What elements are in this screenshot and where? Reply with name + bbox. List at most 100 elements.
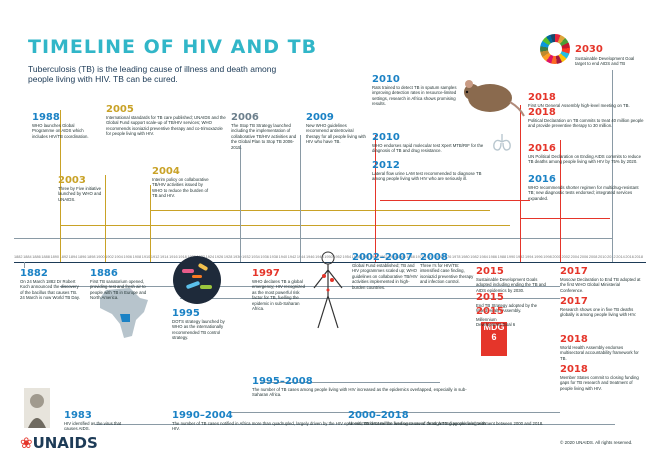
event-card: 1886 First TB sanatorium opened, providi… [90,268,154,301]
event-card: 1995 DOTS strategy launched by WHO as th… [172,308,236,341]
axis-year-label: 1954 [342,255,351,259]
event-year: 2018 [560,364,588,375]
axis-year-label: 1958 [360,255,370,259]
axis-year-label: 1962 [379,255,388,259]
bottom-connector [60,286,560,287]
axis-year-label: 1896 [77,255,87,259]
logo-text: UNAIDS [32,434,98,452]
axis-year-label: 1946 [306,255,315,259]
axis-year-label: 1900 [96,255,105,259]
event-text: Three by Five initiative launched by WHO… [58,186,102,202]
tick-connector [375,135,376,262]
event-card: 2010 WHO endorses rapid molecular test X… [372,132,488,154]
event-year: 2003 [58,175,86,186]
event-card: 2000–2018 An estimated 54 million lives … [348,410,638,426]
axis-year-label: 1938 [269,255,278,259]
sdg-year: 2030 [575,44,603,55]
axis-year-label: 1960 [370,255,378,261]
axis-year-label: 2006 [579,255,589,259]
event-year: 1990–2004 [172,410,233,421]
axis-year-label: 1928 [223,255,233,259]
event-text: WHO endorses rapid molecular test Xpert … [372,143,484,154]
event-card: 2002–2007 Global Fund established; TB an… [352,252,418,290]
event-card: 2018 World Health Assembly endorses mult… [560,334,644,361]
mdg6-badge: MDG 6 [481,322,507,356]
tick-connector [300,135,301,262]
event-card: 2005 International standards for TB care… [106,104,228,137]
event-year: 1983 [64,410,92,421]
event-year: 2015 [476,266,504,277]
axis-year-label: 2002 [561,255,570,259]
event-year: 1995 [172,308,200,319]
event-year: 1988 [32,112,60,123]
page-title: TIMELINE OF HIV AND TB [28,36,318,58]
page-subtitle: Tuberculosis (TB) is the leading cause o… [28,64,277,84]
copyright: © 2020 UNAIDS. All rights reserved. [560,440,633,445]
axis-year-label: 1974 [433,255,443,259]
axis-year-label: 1884 [23,255,32,259]
axis-year-label: 1890 [50,255,59,259]
mdg6-label: MDG 6 [483,322,505,342]
event-year: 2009 [306,112,334,123]
event-card: 1990–2004 The number of TB cases notifie… [172,410,492,432]
event-year: 2015 [476,292,504,303]
event-year: 2008 [420,252,448,263]
event-year: 1995–2008 [252,376,313,387]
event-card: 2018 Political Declaration on TB commits… [528,107,646,129]
event-text: Sustainable Development Goals adopted in… [476,277,546,293]
event-year: 2000–2018 [348,410,409,421]
event-card: 2015 Millennium Development Goal 6 targe… [476,306,516,327]
africa-map [100,288,148,338]
axis-year-label: 1914 [160,255,169,259]
event-year: 2015 [476,306,504,317]
axis-year-label: 1934 [251,255,260,259]
unaids-logo: ❀UNAIDS [20,434,98,452]
axis-year-label: 1904 [114,255,123,259]
event-card: 2017 Research shows one in five TB death… [560,296,644,318]
sdg-text: Sustainable Development Goal target to e… [575,56,635,67]
event-card: 1882 On 24 March 1882 Dr Robert Koch ann… [20,268,80,301]
event-year: 2017 [560,266,588,277]
axis-year-label: 1918 [178,255,187,259]
axis-year-label: 1998 [543,255,552,259]
event-card: 2015 End TB Strategy adopted by the Worl… [476,292,548,314]
tick-connector [520,105,521,262]
axis-year-label: 1924 [205,255,215,259]
event-text: UN Political Declaration on Ending AIDS … [528,154,641,165]
axis-year-label: 2008 [588,255,598,259]
axis-year-label: 1948 [315,255,324,259]
axis-year-label: 2000 [552,255,561,259]
axis-year-label: 1986 [488,255,497,259]
tick-connector [105,175,106,262]
axis-year-label: 1970 [415,255,424,259]
event-card: 2004 Interim policy on collaborative TB/… [152,166,210,199]
event-text: End TB Strategy adopted by the World Hea… [476,303,538,314]
event-text: Three I's for HIV/TB: intensified case f… [420,263,474,285]
top-connector [380,200,530,201]
axis-year-label: 1886 [32,255,41,259]
axis-year-label: 1930 [233,255,242,259]
top-connector [60,225,510,226]
lungs-icon [493,134,511,151]
axis-year-label: 1968 [406,255,415,259]
axis-year-label: 1984 [479,255,488,259]
axis-year-label: 2018 [634,255,643,259]
event-text: WHO declares TB a global emergency; HIV … [252,279,306,312]
event-card: 1995–2008 The number of TB cases among p… [252,376,480,398]
axis-year-label: 1894 [68,255,78,259]
event-year: 2006 [231,112,259,123]
axis-year-label: 1906 [123,255,132,259]
event-card: 2010 Rats trained to detect TB in sputum… [372,74,458,107]
axis-year-label: 1932 [242,255,251,259]
axis-year-label: 1910 [141,255,151,259]
axis-year-label: 1898 [87,255,96,259]
event-card: 2018 First UN General Assembly high-leve… [528,92,646,108]
axis-year-label: 2004 [570,255,580,259]
axis-year-label: 1980 [461,255,470,259]
axis-year-label: 1952 [333,255,342,259]
event-year: 2018 [528,107,556,118]
rat-illustration [464,80,525,117]
event-year: 2016 [528,143,556,154]
bottom-connector [260,382,440,383]
event-text: First UN General Assembly high-level mee… [528,103,630,108]
